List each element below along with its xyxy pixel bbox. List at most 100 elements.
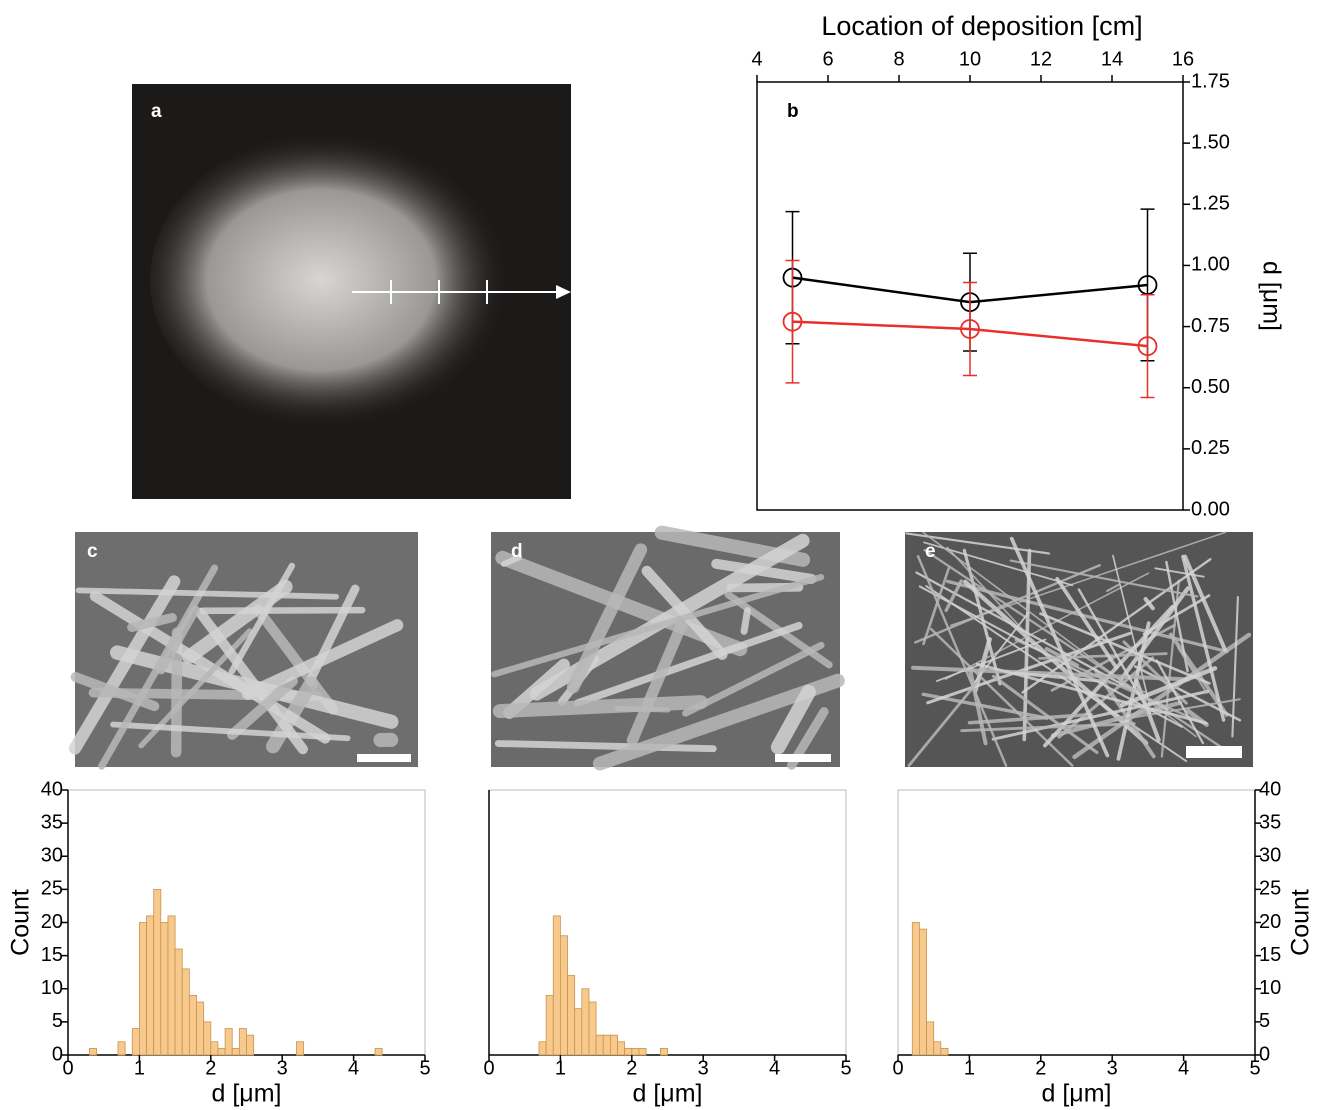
panel-label: e: [925, 541, 936, 562]
bar: [926, 1021, 935, 1056]
fiber: [626, 608, 692, 747]
bar: [188, 994, 197, 1056]
fiber: [923, 548, 1237, 758]
y-tick-label: 0: [52, 1043, 63, 1065]
fiber: [922, 567, 951, 646]
marker: [960, 319, 980, 339]
fiber: [967, 712, 1093, 725]
fiber: [991, 689, 1210, 741]
bar: [89, 1047, 97, 1056]
error-bar: [1140, 294, 1155, 399]
fiber: [914, 564, 1101, 644]
y-tick-label: 20: [1259, 911, 1281, 933]
y-tick-label: 0.25: [1191, 437, 1230, 459]
marker: [1137, 336, 1158, 357]
fiber: [935, 638, 1047, 682]
fiber: [1055, 577, 1119, 670]
fiber: [1021, 558, 1212, 694]
bar: [174, 948, 183, 1056]
y-tick-label: 0.75: [1191, 315, 1230, 337]
bar: [196, 1001, 205, 1056]
x-tick-label: 1: [964, 1057, 975, 1079]
bar: [167, 915, 176, 1056]
fiber: [1113, 698, 1241, 722]
x-axis-label: d [μm]: [212, 1080, 282, 1108]
x-tick-label: 10: [959, 48, 981, 70]
bar: [631, 1047, 640, 1056]
x-tick-label: 0: [62, 1057, 73, 1079]
bar: [609, 1034, 618, 1056]
fiber: [1009, 559, 1199, 598]
bar: [581, 988, 590, 1056]
y-tick-label: 35: [1259, 811, 1281, 833]
fiber: [1155, 659, 1205, 745]
y-tick-label: 0: [1259, 1043, 1270, 1065]
sem-images: [68, 525, 1253, 771]
fiber: [228, 562, 296, 675]
y-tick-label: 30: [41, 845, 63, 867]
x-tick-label: 3: [698, 1057, 709, 1079]
x-tick-label: 4: [769, 1057, 780, 1079]
fiber: [89, 590, 331, 744]
x-tick-label: 0: [483, 1057, 494, 1079]
fiber: [70, 672, 160, 712]
x-tick-label: 16: [1172, 48, 1194, 70]
y-tick-label: 5: [1259, 1010, 1270, 1032]
fiber: [907, 681, 978, 767]
fiber: [127, 613, 177, 632]
x-tick-label: 1: [555, 1057, 566, 1079]
fiber: [740, 607, 751, 635]
fiber: [1077, 588, 1151, 715]
bar: [238, 1028, 247, 1056]
bar: [217, 1047, 226, 1056]
x-tick-label: 3: [1107, 1057, 1118, 1079]
panel-label: c: [87, 541, 98, 562]
bar: [638, 1047, 647, 1056]
fiber: [682, 641, 825, 717]
bar: [552, 915, 561, 1056]
fiber: [918, 585, 1183, 728]
fiber: [916, 555, 1008, 767]
bar: [146, 915, 155, 1056]
fiber: [494, 740, 717, 753]
fiber: [1093, 668, 1156, 759]
panel-label: d: [511, 541, 523, 562]
fiber: [98, 564, 219, 770]
fiber: [182, 579, 293, 664]
fiber: [1072, 632, 1252, 760]
fiber: [1119, 666, 1218, 708]
panel-label: a: [151, 101, 162, 122]
y-tick-label: 1.50: [1191, 131, 1230, 153]
bar: [181, 968, 190, 1056]
fiber: [1083, 675, 1147, 694]
fiber: [1183, 554, 1227, 652]
bar: [911, 922, 920, 1056]
fiber: [911, 665, 1190, 682]
bar: [374, 1047, 383, 1056]
bar: [588, 1001, 597, 1056]
x-tick-label: 8: [893, 48, 904, 70]
x-tick-label: 2: [626, 1057, 637, 1079]
fiber: [566, 543, 648, 694]
x-tick-label: 6: [822, 48, 833, 70]
y-tick-label: 25: [1259, 878, 1281, 900]
x-tick-label: 3: [277, 1057, 288, 1079]
fiber: [68, 575, 181, 755]
bar: [617, 1041, 626, 1056]
bar: [538, 1041, 547, 1056]
bar: [602, 1034, 611, 1056]
fiber: [156, 605, 200, 675]
fiber: [641, 565, 728, 660]
y-tick-label: 0.00: [1191, 498, 1230, 520]
plot-frame: [67, 789, 426, 1056]
error-bar: [785, 259, 800, 384]
x-axis-label: d [μm]: [633, 1080, 703, 1108]
chart-title: Location of deposition [cm]: [821, 11, 1142, 41]
bar: [296, 1041, 305, 1056]
fiber: [491, 573, 825, 678]
y-tick-label: 5: [52, 1010, 63, 1032]
x-axis-label: d [μm]: [1042, 1080, 1112, 1108]
x-tick-label: 4: [1178, 1057, 1189, 1079]
bar: [545, 994, 554, 1056]
x-tick-label: 0: [892, 1057, 903, 1079]
